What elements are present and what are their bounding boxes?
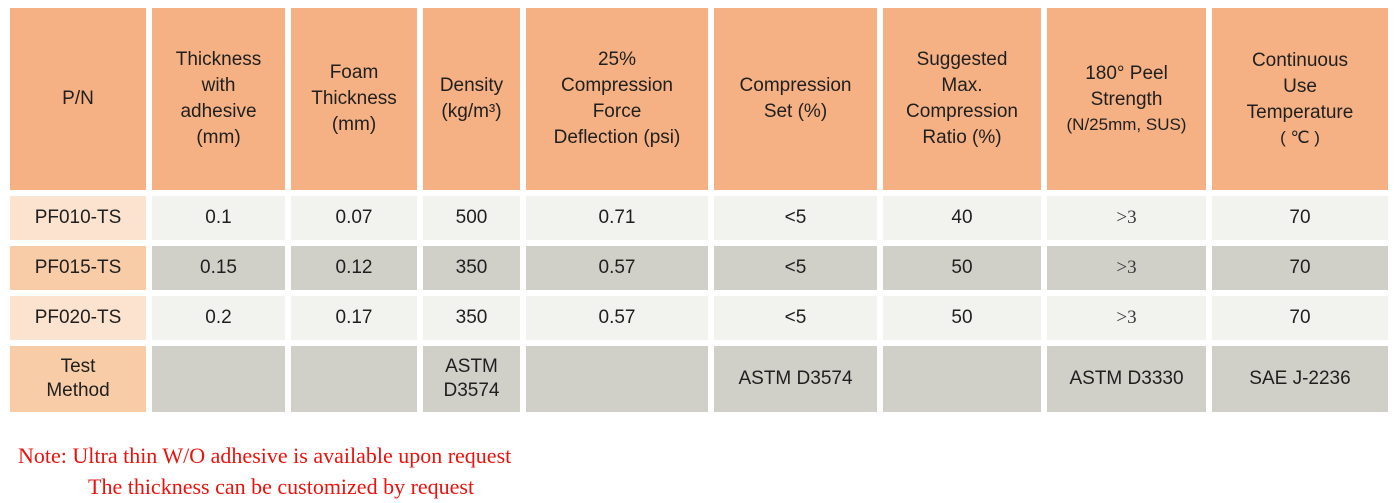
spec-cell: 0.57 [526,246,708,290]
spec-cell: 70 [1212,196,1388,240]
column-header-label: Suggested Max. Compression Ratio (%) [906,49,1018,148]
spec-cell: <5 [714,246,877,290]
column-header-1: Thickness with adhesive (mm) [152,8,285,190]
test-method-cell: ASTM D3330 [1047,346,1206,412]
column-header-6: Suggested Max. Compression Ratio (%) [883,8,1041,190]
test-method-cell: ASTM D3574 [423,346,520,412]
pn-cell: PF020-TS [10,296,146,340]
column-header-label: Foam Thickness (mm) [311,62,397,135]
spec-cell: 0.07 [291,196,417,240]
spec-cell: 0.12 [291,246,417,290]
spec-cell: 350 [423,296,520,340]
table-row-PF010-TS: PF010-TS 0.1 0.07 500 0.71 <5 40 >3 70 [10,196,1388,240]
note-line-1: Note: Ultra thin W/O adhesive is availab… [18,443,512,468]
spec-table: P/N Thickness with adhesive (mm) Foam Thic… [4,2,1394,418]
test-method-cell [526,346,708,412]
spec-cell: 50 [883,246,1041,290]
test-method-cell [152,346,285,412]
spec-cell: 0.57 [526,296,708,340]
spec-cell: >3 [1047,246,1206,290]
column-header-label: P/N [62,88,94,109]
spec-cell: 0.2 [152,296,285,340]
note-line-2: The thickness can be customized by reque… [88,474,475,499]
spec-cell: 0.17 [291,296,417,340]
spec-cell: <5 [714,196,877,240]
note-block: Note: Ultra thin W/O adhesive is availab… [18,440,1396,502]
table-body: PF010-TS 0.1 0.07 500 0.71 <5 40 >3 70 PF015-TS 0.… [10,196,1388,412]
column-header-label: Density (kg/m³) [439,75,504,122]
test-method-cell: SAE J-2236 [1212,346,1388,412]
column-header-7: 180° Peel Strength (N/25mm, SUS) [1047,8,1206,190]
test-method-cell [291,346,417,412]
spec-cell: <5 [714,296,877,340]
column-header-label: 25% Compression Force Deflection (psi) [553,49,681,148]
column-header-label: Continuous Use Temperature [1246,50,1354,123]
spec-cell: 500 [423,196,520,240]
table-row-PF015-TS: PF015-TS 0.15 0.12 350 0.57 <5 50 >3 70 [10,246,1388,290]
spec-cell: 50 [883,296,1041,340]
table-row-PF020-TS: PF020-TS 0.2 0.17 350 0.57 <5 50 >3 70 [10,296,1388,340]
spec-cell: 0.15 [152,246,285,290]
column-header-label: Compression Set (%) [739,75,852,122]
column-header-sub-label: ( ℃ ) [1280,128,1320,147]
spec-cell: >3 [1047,196,1206,240]
header-row: P/N Thickness with adhesive (mm) Foam Thic… [10,8,1388,190]
spec-cell: 0.71 [526,196,708,240]
test-method-cell [883,346,1041,412]
pn-cell: PF010-TS [10,196,146,240]
column-header-3: Density (kg/m³) [423,8,520,190]
test-method-row: Test Method ASTM D3574 ASTM D3574 ASTM D333… [10,346,1388,412]
spec-cell: 40 [883,196,1041,240]
column-header-8: Continuous Use Temperature ( ℃ ) [1212,8,1388,190]
column-header-label: Thickness with adhesive (mm) [175,49,262,148]
pn-cell: PF015-TS [10,246,146,290]
spec-cell: 70 [1212,296,1388,340]
column-header-sub-label: (N/25mm, SUS) [1066,115,1187,134]
column-header-2: Foam Thickness (mm) [291,8,417,190]
column-header-0: P/N [10,8,146,190]
test-method-cell: ASTM D3574 [714,346,877,412]
column-header-5: Compression Set (%) [714,8,877,190]
spec-cell: >3 [1047,296,1206,340]
spec-cell: 0.1 [152,196,285,240]
spec-cell: 350 [423,246,520,290]
test-method-label-cell: Test Method [10,346,146,412]
column-header-label: 180° Peel Strength [1085,63,1168,110]
column-header-4: 25% Compression Force Deflection (psi) [526,8,708,190]
spec-cell: 70 [1212,246,1388,290]
